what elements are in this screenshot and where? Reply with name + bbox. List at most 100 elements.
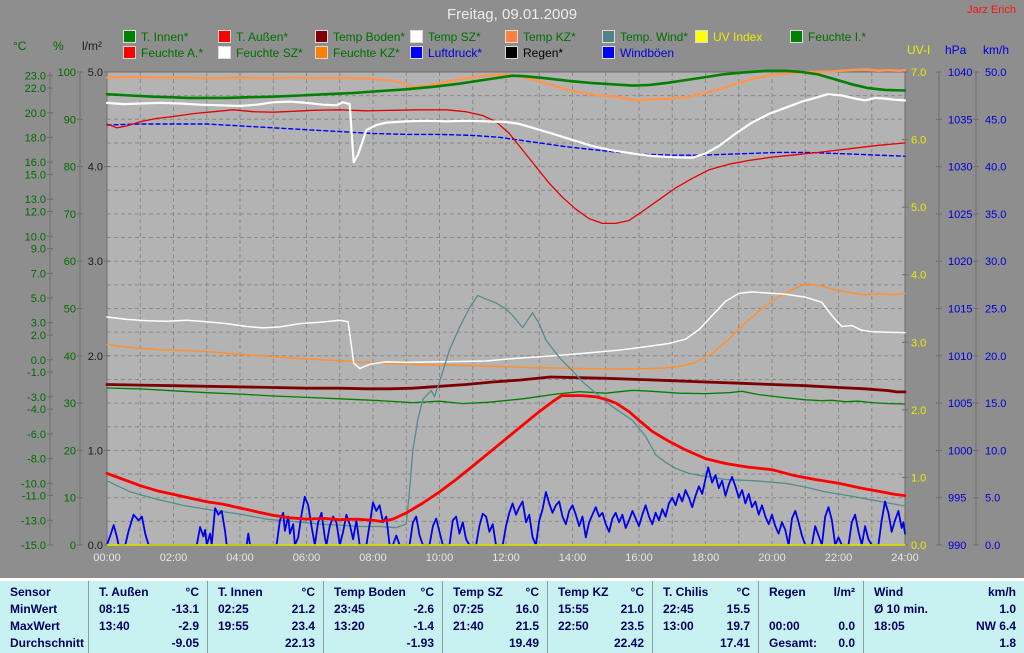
axis-tick-label-c: 5.0 bbox=[31, 293, 46, 305]
legend-item-feuchte-sz: Feuchte SZ* bbox=[218, 46, 303, 60]
table-column-temp-kz-header-left: Temp KZ bbox=[558, 585, 609, 599]
axis-tick-label-c: 22.0 bbox=[25, 83, 46, 95]
table-column-temp-sz-avg: 19.49 bbox=[443, 635, 547, 652]
table-column-temp-boden-min-right: -2.6 bbox=[413, 602, 434, 616]
table-column-t-au-en-max: 13:40 -2.9 bbox=[89, 618, 207, 635]
axis-tick-label-pct: 80 bbox=[64, 162, 76, 174]
axis-tick-label-c: 20.0 bbox=[25, 108, 46, 120]
legend-item-label: UV Index bbox=[713, 29, 763, 44]
series-t-innen bbox=[105, 69, 907, 100]
axis-tick-label-hpa: 1025 bbox=[948, 209, 972, 221]
legend-swatch bbox=[602, 30, 615, 43]
axis-tick-label-c: 13.0 bbox=[25, 194, 46, 206]
axis-tick-label-pct: 0 bbox=[70, 540, 76, 552]
legend-swatch bbox=[410, 46, 423, 59]
table-column-t-innen-min-right: 21.2 bbox=[291, 602, 315, 616]
axis-header-hpa: hPa bbox=[945, 43, 967, 57]
table-row-label-left: Durchschnitt bbox=[10, 636, 85, 650]
x-axis-label: 04:00 bbox=[226, 552, 254, 564]
series-feuchte-a bbox=[106, 109, 906, 225]
table-column-wind-header: Wind km/h bbox=[864, 584, 1024, 601]
axis-tick-label-c: 9.0 bbox=[31, 244, 46, 256]
table-column-temp-kz-header: Temp KZ °C bbox=[548, 584, 652, 601]
legend-item-feuchte-i: Feuchte I.* bbox=[790, 30, 866, 44]
axis-tick-label-c: -13.0 bbox=[21, 515, 46, 527]
table-row-label: MinWert bbox=[0, 601, 88, 618]
x-axis-label: 24:00 bbox=[891, 552, 919, 564]
legend-item-uv-index: UV Index bbox=[695, 29, 763, 44]
table-column-t-chilis-avg-right: 17.41 bbox=[719, 636, 750, 650]
series-feuchte-kz bbox=[106, 283, 906, 370]
table-row-label: Sensor bbox=[0, 584, 88, 601]
axis-tick-label-kmh: 15.0 bbox=[985, 398, 1006, 410]
x-axis-label: 08:00 bbox=[359, 552, 387, 564]
table-column-regen-header: Regen l/m² bbox=[759, 584, 863, 601]
table-row-label: MaxWert bbox=[0, 618, 88, 635]
legend-item-regen: Regen* bbox=[505, 46, 563, 60]
legend-item-t-innen: T. Innen* bbox=[123, 30, 188, 44]
axis-tick-label-c: -10.0 bbox=[21, 478, 46, 490]
table-column-regen-max: 00:00 0.0 bbox=[759, 618, 863, 635]
table-column-temp-boden-max-right: -1.4 bbox=[413, 619, 434, 633]
x-axis-label: 02:00 bbox=[160, 552, 188, 564]
table-column-temp-boden-avg-right: -1.93 bbox=[406, 636, 434, 650]
series-t-aussen bbox=[105, 394, 907, 523]
table-column-t-au-en-header-left: T. Außen bbox=[99, 585, 149, 599]
legend-item-feuchte-kz: Feuchte KZ* bbox=[315, 46, 400, 60]
table-column-temp-sz-max: 21:40 21.5 bbox=[443, 618, 547, 635]
legend-swatch bbox=[218, 30, 231, 43]
axis-tick-label-c: 18.0 bbox=[25, 132, 46, 144]
axis-tick-label-pct: 100 bbox=[58, 67, 76, 79]
axis-tick-label-c: -11.0 bbox=[22, 491, 46, 503]
x-axis-label: 10:00 bbox=[426, 552, 454, 564]
axis-tick-label-lm2: 3.0 bbox=[88, 256, 103, 268]
table-column-temp-sz-max-left: 21:40 bbox=[453, 619, 484, 633]
x-axis-label: 06:00 bbox=[293, 552, 321, 564]
legend-swatch bbox=[410, 30, 423, 43]
table-column-temp-kz-min: 15:55 21.0 bbox=[548, 601, 652, 618]
axis-header-percent: % bbox=[53, 39, 64, 53]
legend-swatch bbox=[790, 30, 803, 43]
table-column-t-innen-header-right: °C bbox=[301, 585, 315, 599]
table-column-temp-sz-max-right: 21.5 bbox=[515, 619, 539, 633]
table-column-regen-avg: Gesamt: 0.0 bbox=[759, 635, 863, 652]
axis-tick-label-hpa: 1035 bbox=[948, 114, 972, 126]
legend-swatch bbox=[602, 46, 615, 59]
legend-item-feuchte-a: Feuchte A.* bbox=[123, 46, 203, 60]
axis-tick-label-kmh: 35.0 bbox=[985, 209, 1006, 221]
table-column-temp-sz-min: 07:25 16.0 bbox=[443, 601, 547, 618]
table-column-t-au-en-max-left: 13:40 bbox=[99, 619, 130, 633]
table-column-t-au-en: T. Außen °C 08:15 -13.1 13:40 -2.9 -9.05 bbox=[88, 581, 207, 653]
table-column-t-chilis-avg: 17.41 bbox=[653, 635, 758, 652]
table-column-t-au-en-avg: -9.05 bbox=[89, 635, 207, 652]
axis-tick-label-c: 7.0 bbox=[31, 268, 46, 280]
series-temp-boden bbox=[105, 375, 907, 394]
table-column-regen-header-right: l/m² bbox=[833, 585, 855, 599]
legend-swatch bbox=[695, 30, 708, 43]
table-column-temp-sz-min-right: 16.0 bbox=[515, 602, 539, 616]
axis-tick-label-uv: 7.0 bbox=[911, 67, 926, 79]
axis-tick-label-c: -15.0 bbox=[21, 540, 46, 552]
axis-tick-label-c: -4.0 bbox=[27, 404, 46, 416]
table-column-wind-avg: 1.8 bbox=[864, 635, 1024, 652]
table-row-label: Durchschnitt bbox=[0, 635, 88, 652]
axis-tick-label-hpa: 1010 bbox=[948, 351, 972, 363]
axis-tick-label-pct: 90 bbox=[64, 114, 76, 126]
table-column-temp-boden-avg: -1.93 bbox=[324, 635, 442, 652]
legend-item-label: Temp SZ* bbox=[428, 29, 481, 44]
table-column-regen-max-left: 00:00 bbox=[769, 619, 800, 633]
axis-tick-label-c: 3.0 bbox=[31, 318, 46, 330]
axis-tick-label-kmh: 10.0 bbox=[985, 445, 1006, 457]
legend-item-t-au-en: T. Außen* bbox=[218, 30, 288, 44]
axis-tick-label-c: 10.0 bbox=[25, 231, 46, 243]
series-feuchte-sz bbox=[106, 291, 906, 370]
table-column-wind-max: 18:05 NW 6.4 bbox=[864, 618, 1024, 635]
axis-tick-label-pct: 50 bbox=[64, 304, 76, 316]
table-column-t-innen-min: 02:25 21.2 bbox=[208, 601, 323, 618]
table-column-t-innen-max-right: 23.4 bbox=[291, 619, 315, 633]
legend-item-temp-wind: Temp. Wind* bbox=[602, 30, 688, 44]
axis-tick-label-lm2: 4.0 bbox=[88, 162, 103, 174]
table-column-temp-sz-avg-right: 19.49 bbox=[508, 636, 539, 650]
legend-swatch bbox=[218, 46, 231, 59]
axis-tick-label-pct: 10 bbox=[64, 493, 76, 505]
